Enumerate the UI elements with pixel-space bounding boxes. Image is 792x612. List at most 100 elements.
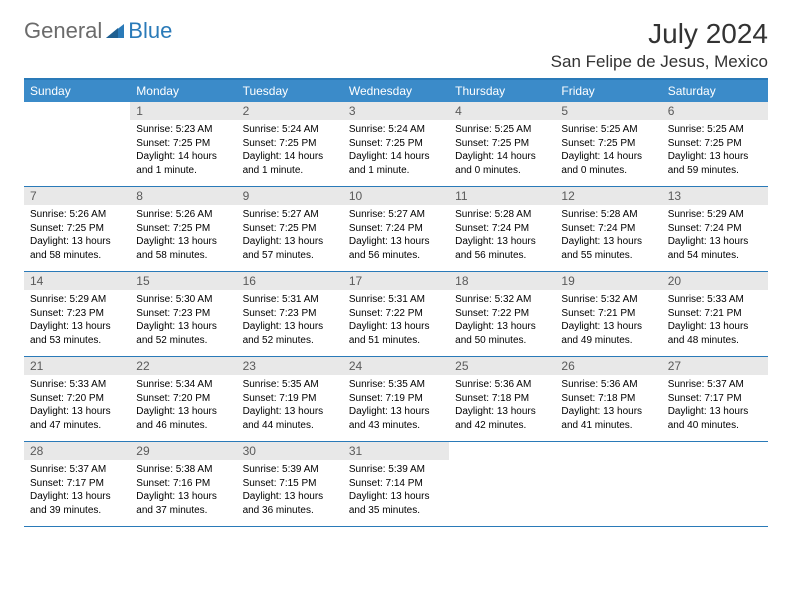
dow-cell: Tuesday [237,80,343,102]
day-body: Sunrise: 5:24 AMSunset: 7:25 PMDaylight:… [237,120,343,183]
day-cell: 27Sunrise: 5:37 AMSunset: 7:17 PMDayligh… [662,357,768,441]
day-number: 24 [343,357,449,375]
sunrise-text: Sunrise: 5:36 AM [455,378,549,392]
sunset-text: Sunset: 7:24 PM [561,222,655,236]
day-body: Sunrise: 5:36 AMSunset: 7:18 PMDaylight:… [449,375,555,438]
calendar: SundayMondayTuesdayWednesdayThursdayFrid… [24,78,768,527]
day-number: 2 [237,102,343,120]
dow-cell: Sunday [24,80,130,102]
day-cell: 4Sunrise: 5:25 AMSunset: 7:25 PMDaylight… [449,102,555,186]
sunset-text: Sunset: 7:25 PM [455,137,549,151]
sunset-text: Sunset: 7:21 PM [561,307,655,321]
daylight-text: Daylight: 13 hours and 53 minutes. [30,320,124,347]
daylight-text: Daylight: 13 hours and 56 minutes. [349,235,443,262]
daylight-text: Daylight: 13 hours and 37 minutes. [136,490,230,517]
day-body: Sunrise: 5:31 AMSunset: 7:22 PMDaylight:… [343,290,449,353]
location: San Felipe de Jesus, Mexico [551,52,768,72]
sunrise-text: Sunrise: 5:27 AM [349,208,443,222]
day-body: Sunrise: 5:39 AMSunset: 7:14 PMDaylight:… [343,460,449,523]
day-number: 28 [24,442,130,460]
daylight-text: Daylight: 13 hours and 43 minutes. [349,405,443,432]
day-number: 7 [24,187,130,205]
sunset-text: Sunset: 7:23 PM [243,307,337,321]
day-body: Sunrise: 5:39 AMSunset: 7:15 PMDaylight:… [237,460,343,523]
day-number: 27 [662,357,768,375]
day-cell: . [24,102,130,186]
sunset-text: Sunset: 7:25 PM [668,137,762,151]
day-cell: 21Sunrise: 5:33 AMSunset: 7:20 PMDayligh… [24,357,130,441]
day-cell: 23Sunrise: 5:35 AMSunset: 7:19 PMDayligh… [237,357,343,441]
sunrise-text: Sunrise: 5:25 AM [561,123,655,137]
day-cell: 3Sunrise: 5:24 AMSunset: 7:25 PMDaylight… [343,102,449,186]
day-cell: 17Sunrise: 5:31 AMSunset: 7:22 PMDayligh… [343,272,449,356]
sunrise-text: Sunrise: 5:28 AM [455,208,549,222]
sunrise-text: Sunrise: 5:27 AM [243,208,337,222]
day-number: 10 [343,187,449,205]
week-row: .1Sunrise: 5:23 AMSunset: 7:25 PMDayligh… [24,102,768,187]
logo-text-blue: Blue [128,18,172,44]
sunset-text: Sunset: 7:25 PM [136,137,230,151]
sunset-text: Sunset: 7:18 PM [455,392,549,406]
day-cell: 13Sunrise: 5:29 AMSunset: 7:24 PMDayligh… [662,187,768,271]
dow-cell: Monday [130,80,236,102]
day-cell: 15Sunrise: 5:30 AMSunset: 7:23 PMDayligh… [130,272,236,356]
day-body: Sunrise: 5:38 AMSunset: 7:16 PMDaylight:… [130,460,236,523]
sunset-text: Sunset: 7:18 PM [561,392,655,406]
sunrise-text: Sunrise: 5:32 AM [455,293,549,307]
day-number: 29 [130,442,236,460]
daylight-text: Daylight: 13 hours and 55 minutes. [561,235,655,262]
day-number: 19 [555,272,661,290]
daylight-text: Daylight: 13 hours and 51 minutes. [349,320,443,347]
sunrise-text: Sunrise: 5:34 AM [136,378,230,392]
day-body: Sunrise: 5:24 AMSunset: 7:25 PMDaylight:… [343,120,449,183]
day-number: 5 [555,102,661,120]
day-cell: 6Sunrise: 5:25 AMSunset: 7:25 PMDaylight… [662,102,768,186]
day-number: 15 [130,272,236,290]
day-number: 20 [662,272,768,290]
sunset-text: Sunset: 7:23 PM [30,307,124,321]
day-cell: 14Sunrise: 5:29 AMSunset: 7:23 PMDayligh… [24,272,130,356]
daylight-text: Daylight: 13 hours and 59 minutes. [668,150,762,177]
sunset-text: Sunset: 7:22 PM [455,307,549,321]
day-number: 23 [237,357,343,375]
daylight-text: Daylight: 13 hours and 36 minutes. [243,490,337,517]
day-number: 1 [130,102,236,120]
day-body: Sunrise: 5:33 AMSunset: 7:21 PMDaylight:… [662,290,768,353]
sunset-text: Sunset: 7:25 PM [243,137,337,151]
day-body: Sunrise: 5:27 AMSunset: 7:24 PMDaylight:… [343,205,449,268]
day-cell: 20Sunrise: 5:33 AMSunset: 7:21 PMDayligh… [662,272,768,356]
daylight-text: Daylight: 14 hours and 1 minute. [136,150,230,177]
sunrise-text: Sunrise: 5:31 AM [243,293,337,307]
day-cell: 7Sunrise: 5:26 AMSunset: 7:25 PMDaylight… [24,187,130,271]
day-body: Sunrise: 5:34 AMSunset: 7:20 PMDaylight:… [130,375,236,438]
day-body: Sunrise: 5:26 AMSunset: 7:25 PMDaylight:… [130,205,236,268]
day-body: Sunrise: 5:27 AMSunset: 7:25 PMDaylight:… [237,205,343,268]
day-number: 3 [343,102,449,120]
day-number: 14 [24,272,130,290]
daylight-text: Daylight: 13 hours and 52 minutes. [243,320,337,347]
day-cell: . [449,442,555,526]
month-title: July 2024 [551,18,768,50]
day-body: Sunrise: 5:31 AMSunset: 7:23 PMDaylight:… [237,290,343,353]
sunrise-text: Sunrise: 5:38 AM [136,463,230,477]
day-cell: 10Sunrise: 5:27 AMSunset: 7:24 PMDayligh… [343,187,449,271]
sunrise-text: Sunrise: 5:24 AM [243,123,337,137]
dow-cell: Wednesday [343,80,449,102]
logo-triangle-icon [104,20,126,42]
sunrise-text: Sunrise: 5:26 AM [136,208,230,222]
daylight-text: Daylight: 13 hours and 46 minutes. [136,405,230,432]
sunset-text: Sunset: 7:25 PM [349,137,443,151]
day-body: Sunrise: 5:26 AMSunset: 7:25 PMDaylight:… [24,205,130,268]
day-number: 30 [237,442,343,460]
day-body: Sunrise: 5:28 AMSunset: 7:24 PMDaylight:… [449,205,555,268]
logo: General Blue [24,18,172,44]
sunrise-text: Sunrise: 5:29 AM [668,208,762,222]
daylight-text: Daylight: 14 hours and 0 minutes. [561,150,655,177]
daylight-text: Daylight: 13 hours and 49 minutes. [561,320,655,347]
title-block: July 2024 San Felipe de Jesus, Mexico [551,18,768,72]
day-cell: 31Sunrise: 5:39 AMSunset: 7:14 PMDayligh… [343,442,449,526]
day-cell: 30Sunrise: 5:39 AMSunset: 7:15 PMDayligh… [237,442,343,526]
day-number: 8 [130,187,236,205]
sunset-text: Sunset: 7:17 PM [30,477,124,491]
sunrise-text: Sunrise: 5:33 AM [30,378,124,392]
